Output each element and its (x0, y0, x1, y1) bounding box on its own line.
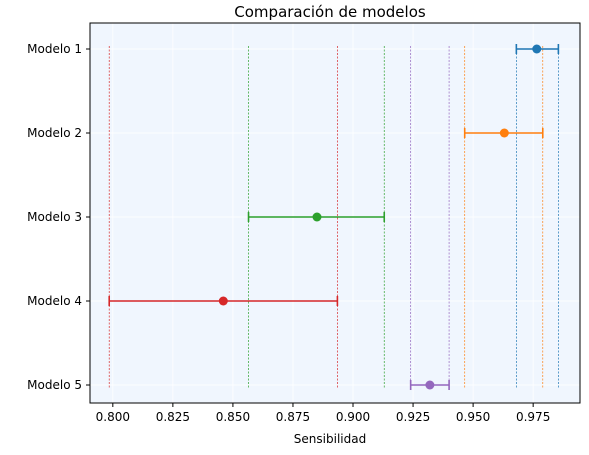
plot-background (90, 23, 580, 403)
y-axis: Modelo 1 Modelo 2 Modelo 3 Modelo 4 Modelo 5 (27, 42, 90, 392)
x-tick-label: 0.875 (276, 410, 310, 424)
x-axis-label: Sensibilidad (294, 432, 366, 446)
y-tick-label: Modelo 4 (27, 294, 82, 308)
y-tick-label: Modelo 3 (27, 210, 82, 224)
data-point (218, 296, 228, 306)
plot-frame (89, 22, 581, 404)
x-tick-label: 0.950 (456, 410, 490, 424)
data-point (312, 212, 322, 222)
x-tick-label: 0.925 (396, 410, 430, 424)
x-tick-label: 0.850 (216, 410, 250, 424)
x-tick-label: 0.975 (516, 410, 550, 424)
x-tick-label: 0.825 (156, 410, 190, 424)
data-point (425, 380, 435, 390)
y-tick-label: Modelo 5 (27, 378, 82, 392)
x-tick-label: 0.800 (96, 410, 130, 424)
data-point (499, 128, 509, 138)
x-axis: 0.800 0.825 0.850 0.875 0.900 0.925 0.950 0.975 (96, 403, 550, 424)
series (108, 44, 560, 390)
data-point (532, 44, 542, 54)
x-tick-label: 0.900 (336, 410, 370, 424)
y-tick-label: Modelo 2 (27, 126, 82, 140)
reference-lines (108, 46, 559, 388)
y-tick-label: Modelo 1 (27, 42, 82, 56)
chart-title: Comparación de modelos (234, 3, 426, 21)
